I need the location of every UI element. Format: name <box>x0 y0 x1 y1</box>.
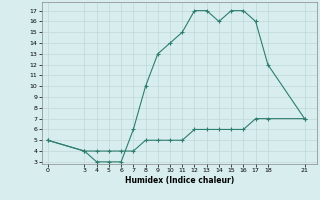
X-axis label: Humidex (Indice chaleur): Humidex (Indice chaleur) <box>124 176 234 185</box>
